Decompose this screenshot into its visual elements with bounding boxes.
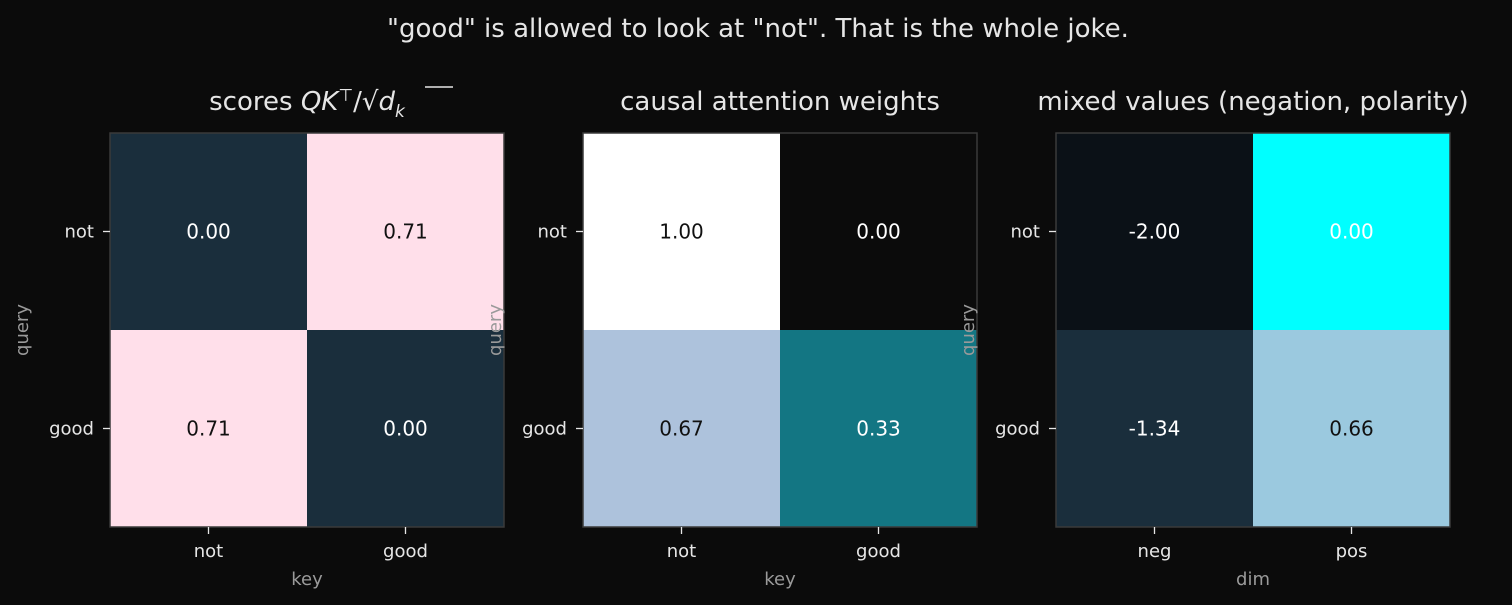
x-axis-label: key (291, 569, 323, 590)
heatmap-cell (1056, 133, 1253, 330)
cell-value-label: -1.34 (1129, 417, 1181, 441)
heatmap-cell (307, 133, 504, 330)
panel-3-title: mixed values (negation, polarity) (1037, 87, 1468, 117)
heatmap-cell (583, 133, 780, 330)
plot-frame (109, 132, 505, 528)
y-tick-label: good (995, 419, 1040, 440)
x-tick-label: not (667, 541, 696, 562)
y-tick-label: not (65, 222, 94, 243)
heatmap-cell (1253, 133, 1450, 330)
cell-value-label: 0.00 (856, 220, 901, 244)
heatmap-cell (110, 330, 307, 527)
heatmap-cell (307, 330, 504, 527)
cell-value-label: 0.67 (659, 417, 704, 441)
x-axis-label: dim (1236, 569, 1270, 590)
x-tick-label: good (383, 541, 428, 562)
heatmap-panel-1: scores QK⊤/√dk 0.00 0.71 0.71 0.00 not good not… (12, 86, 505, 590)
plot-frame (1055, 132, 1451, 528)
heatmap-panel-2: causal attention weights 1.00 0.00 0.67 0.33… (485, 87, 978, 590)
cell-value-label: 0.00 (383, 417, 428, 441)
cell-value-label: 1.00 (659, 220, 704, 244)
cell-value-label: 0.71 (383, 220, 428, 244)
panel-2-title: causal attention weights (620, 87, 940, 117)
x-tick-label: neg (1138, 541, 1172, 562)
y-tick-label: not (1011, 222, 1040, 243)
y-tick-label: good (49, 419, 94, 440)
x-tick-label: good (856, 541, 901, 562)
heatmap-cell (1056, 330, 1253, 527)
cell-value-label: 0.00 (186, 220, 231, 244)
y-tick-label: good (522, 419, 567, 440)
y-axis-label: query (958, 304, 979, 356)
panel-1-title: scores QK⊤/√dk (209, 86, 406, 122)
cell-value-label: 0.71 (186, 417, 231, 441)
x-tick-label: not (194, 541, 223, 562)
heatmap-cell (583, 330, 780, 527)
x-tick-label: pos (1336, 541, 1368, 562)
cell-value-label: 0.66 (1329, 417, 1374, 441)
heatmap-panel-3: mixed values (negation, polarity) -2.00 0.… (958, 87, 1469, 590)
heatmap-cell (1253, 330, 1450, 527)
cell-value-label: -2.00 (1129, 220, 1181, 244)
heatmap-cell (780, 133, 977, 330)
plot-frame (582, 132, 978, 528)
heatmap-cell (110, 133, 307, 330)
y-axis-label: query (485, 304, 506, 356)
figure-suptitle: "good" is allowed to look at "not". That… (387, 14, 1129, 44)
y-tick-label: not (538, 222, 567, 243)
y-axis-label: query (12, 304, 33, 356)
cell-value-label: 0.33 (856, 417, 901, 441)
heatmap-cell (780, 330, 977, 527)
cell-value-label: 0.00 (1329, 220, 1374, 244)
x-axis-label: key (764, 569, 796, 590)
